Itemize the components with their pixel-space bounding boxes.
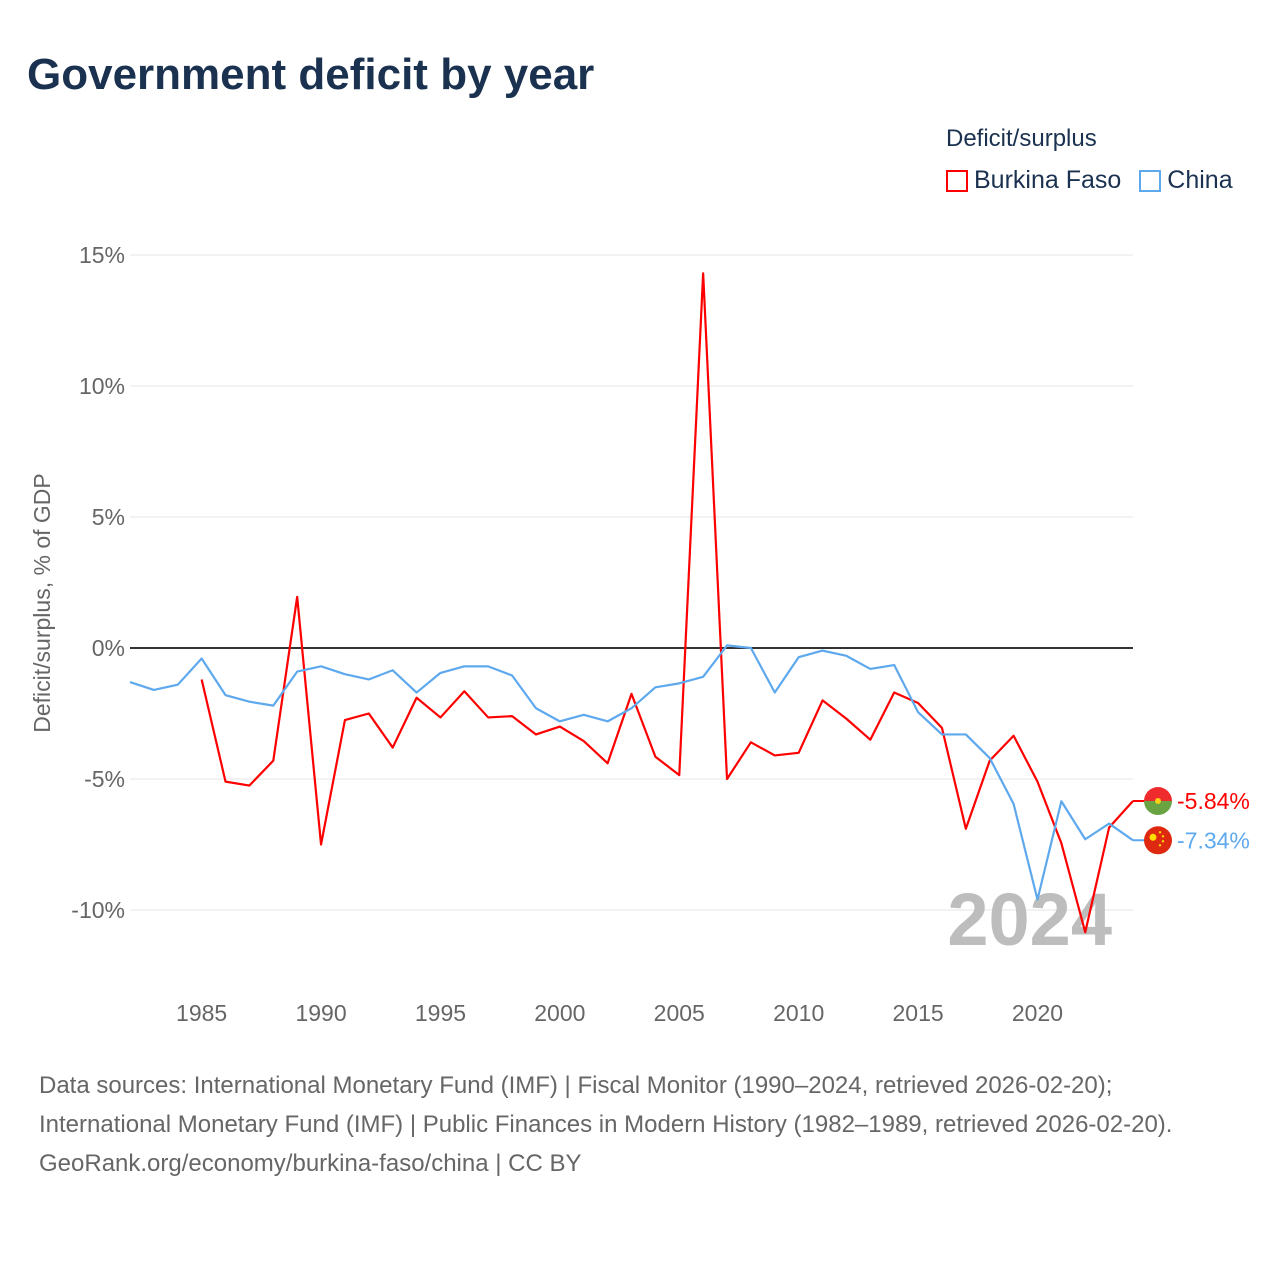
series-line-burkina-faso[interactable] (200, 272, 1134, 934)
legend-swatch-china (1139, 169, 1162, 192)
legend-label: China (1167, 166, 1233, 194)
y-tick-label: -5% (84, 766, 125, 792)
y-tick-label: 10% (79, 373, 125, 399)
legend: Burkina Faso China (946, 166, 1233, 195)
x-tick-label: 1995 (415, 1000, 466, 1026)
y-tick-label: 0% (92, 635, 125, 661)
series-line-china[interactable] (129, 644, 1134, 901)
x-tick-label: 2015 (892, 1000, 943, 1026)
x-tick-label: 2005 (654, 1000, 705, 1026)
year-watermark: 2024 (947, 878, 1112, 961)
legend-title: Deficit/surplus (946, 125, 1097, 152)
footer: Data sources: International Monetary Fun… (39, 1066, 1239, 1183)
x-tick-label: 1985 (176, 1000, 227, 1026)
y-axis-label: Deficit/surplus, % of GDP (29, 473, 55, 732)
legend-label: Burkina Faso (974, 166, 1122, 194)
burkina-faso-flag-icon (1144, 787, 1172, 816)
legend-swatch-burkina-faso (946, 169, 968, 192)
credit-link[interactable]: GeoRank.org/economy/burkina-faso/china |… (39, 1150, 582, 1177)
legend-item-china[interactable]: China (1139, 166, 1233, 195)
y-tick-label: -10% (71, 897, 125, 923)
y-tick-label: 15% (79, 242, 125, 268)
chart-title: Government deficit by year (27, 50, 595, 99)
legend-item-burkina-faso[interactable]: Burkina Faso (946, 166, 1121, 195)
x-tick-label: 2000 (534, 1000, 585, 1026)
end-value-label: -7.34% (1177, 827, 1250, 853)
data-sources: Data sources: International Monetary Fun… (39, 1072, 1173, 1138)
china-flag-icon (1144, 826, 1172, 855)
x-tick-label: 2010 (773, 1000, 824, 1026)
x-tick-label: 1990 (295, 1000, 346, 1026)
y-tick-label: 5% (92, 504, 125, 530)
x-tick-label: 2020 (1012, 1000, 1063, 1026)
end-value-label: -5.84% (1177, 788, 1250, 814)
